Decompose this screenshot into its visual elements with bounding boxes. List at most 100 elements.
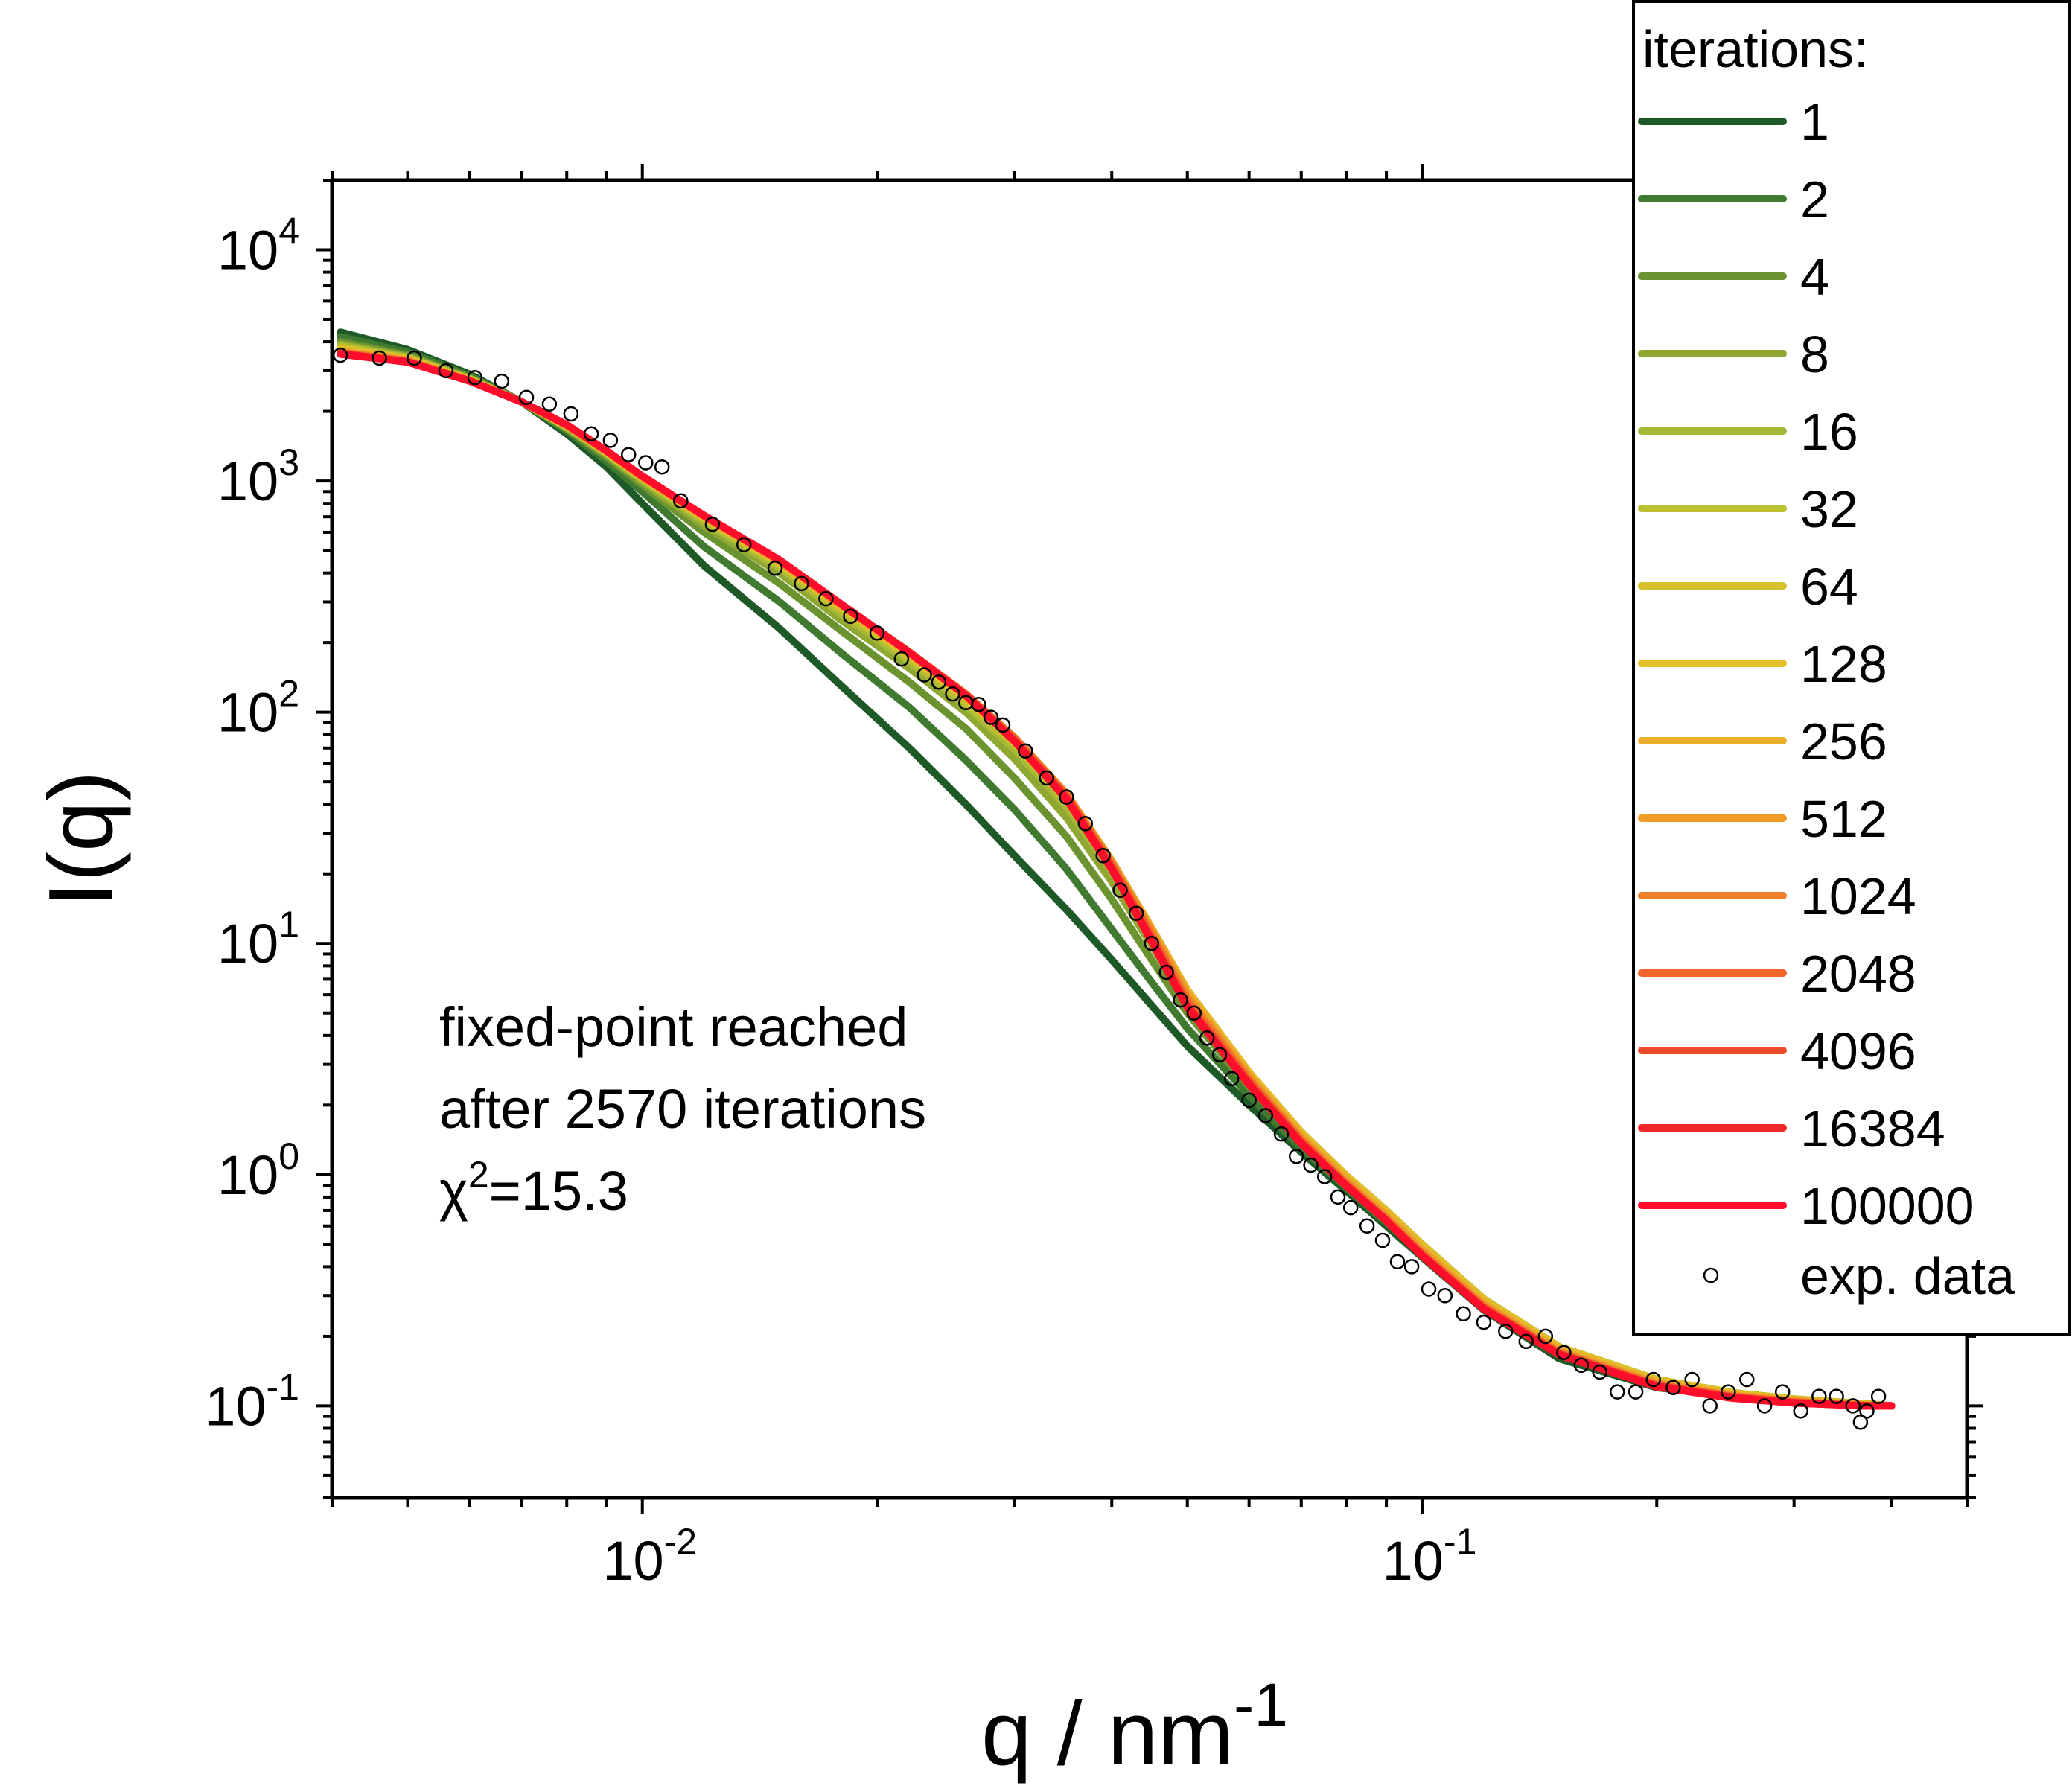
data-point (407, 350, 422, 366)
data-point (818, 590, 834, 607)
data-point (1389, 1254, 1406, 1270)
data-point (1303, 1157, 1319, 1173)
data-point (541, 396, 558, 412)
data-point (438, 363, 454, 379)
legend-label: 4096 (1800, 1022, 1916, 1080)
data-point (1756, 1398, 1773, 1414)
data-point (620, 447, 637, 462)
data-point (1128, 905, 1144, 922)
data-point (794, 575, 809, 592)
legend-label: 32 (1800, 480, 1858, 538)
legend-label: 2048 (1800, 945, 1916, 1003)
data-point (518, 389, 535, 405)
data-point (1537, 1328, 1554, 1345)
data-point (1610, 1384, 1625, 1400)
data-point (1374, 1232, 1391, 1248)
x-axis-title: q / nm-1 (981, 1671, 1288, 1784)
legend-label: 64 (1800, 558, 1858, 616)
data-point (1316, 1169, 1333, 1184)
data-point (1018, 743, 1033, 759)
legend-label: exp. data (1800, 1247, 2015, 1305)
data-point (563, 406, 579, 422)
data-point (494, 373, 510, 389)
data-point (1456, 1306, 1471, 1322)
data-point (1288, 1148, 1304, 1164)
data-point (1039, 770, 1055, 786)
data-point (1342, 1199, 1359, 1216)
data-point (1518, 1333, 1534, 1350)
scatter-points (332, 347, 1887, 1430)
data-point (1112, 882, 1128, 898)
legend-label: 4 (1800, 248, 1829, 306)
data-point (1845, 1398, 1861, 1414)
fit-annotation: fixed-point reached after 2570 iteration… (439, 996, 926, 1222)
legend-items: 1 2 4 8 16 32 64 128 256 512 1024 2048 4096 16384 1000… (1638, 93, 2015, 1305)
data-point (1628, 1384, 1644, 1400)
data-point (1645, 1371, 1661, 1388)
legend-label: 128 (1800, 635, 1887, 693)
data-point (1556, 1345, 1572, 1361)
data-point (1592, 1364, 1607, 1380)
legend-label: 8 (1800, 325, 1829, 383)
data-point (1211, 1047, 1228, 1063)
legend-label: 1 (1800, 93, 1829, 151)
data-point (893, 651, 910, 667)
y-tick-label: 10-1 (205, 1366, 299, 1437)
data-point (1684, 1371, 1700, 1388)
annotation-line-1: fixed-point reached (439, 996, 908, 1058)
data-point (1859, 1403, 1875, 1419)
data-point (1702, 1398, 1718, 1414)
annotation-chi-squared: χ2=15.3 (439, 1154, 628, 1222)
data-point (1852, 1415, 1869, 1430)
data-point (1774, 1384, 1791, 1400)
x-tick-label: 10-2 (602, 1521, 697, 1592)
data-point (1199, 1030, 1215, 1046)
axes: 104 103 102 101 100 10-1 10-2 10-1 (205, 164, 1983, 1592)
data-point (602, 433, 619, 448)
legend: iterations: 1 2 4 8 16 32 64 128 256 512 1024 2048 4… (1632, 0, 2071, 1336)
series-line-100000 (337, 350, 1896, 1410)
data-point (1793, 1403, 1808, 1419)
legend-label: 512 (1800, 790, 1887, 848)
y-tick-label: 102 (217, 673, 299, 744)
data-point (1421, 1281, 1437, 1297)
data-point (704, 516, 721, 532)
data-point (869, 625, 885, 641)
data-point (1739, 1371, 1755, 1388)
legend-label: 256 (1800, 712, 1887, 771)
data-point (917, 667, 932, 683)
data-point (931, 674, 947, 690)
legend-title: iterations: (1642, 20, 1868, 78)
data-point (1224, 1071, 1240, 1087)
y-tick-label: 101 (217, 904, 299, 975)
data-point (583, 426, 599, 441)
data-point (983, 709, 999, 725)
data-point (1437, 1287, 1453, 1304)
data-point (1721, 1384, 1736, 1400)
data-point (1498, 1324, 1514, 1339)
x-tick-label: 10-1 (1383, 1521, 1477, 1592)
data-point (1241, 1092, 1257, 1108)
data-point (1829, 1388, 1844, 1404)
y-tick-label: 103 (217, 441, 299, 512)
legend-label: 100000 (1800, 1177, 1974, 1235)
data-point (1811, 1388, 1827, 1404)
legend-label: 1024 (1800, 867, 1916, 925)
data-point (372, 350, 387, 366)
legend-label: 2 (1800, 170, 1829, 229)
data-point (654, 459, 670, 475)
data-point (995, 717, 1011, 733)
legend-swatch-exp-data (1703, 1267, 1719, 1283)
data-point (638, 455, 654, 471)
y-tick-label: 100 (217, 1135, 299, 1206)
data-point (736, 537, 752, 552)
data-point (1059, 789, 1074, 805)
series-lines (337, 328, 1896, 1410)
legend-box (1632, 0, 2071, 1336)
legend-label: 16 (1800, 403, 1858, 461)
data-point (971, 697, 986, 712)
data-point (1665, 1380, 1681, 1396)
data-point (1257, 1108, 1274, 1123)
data-point (843, 608, 858, 625)
